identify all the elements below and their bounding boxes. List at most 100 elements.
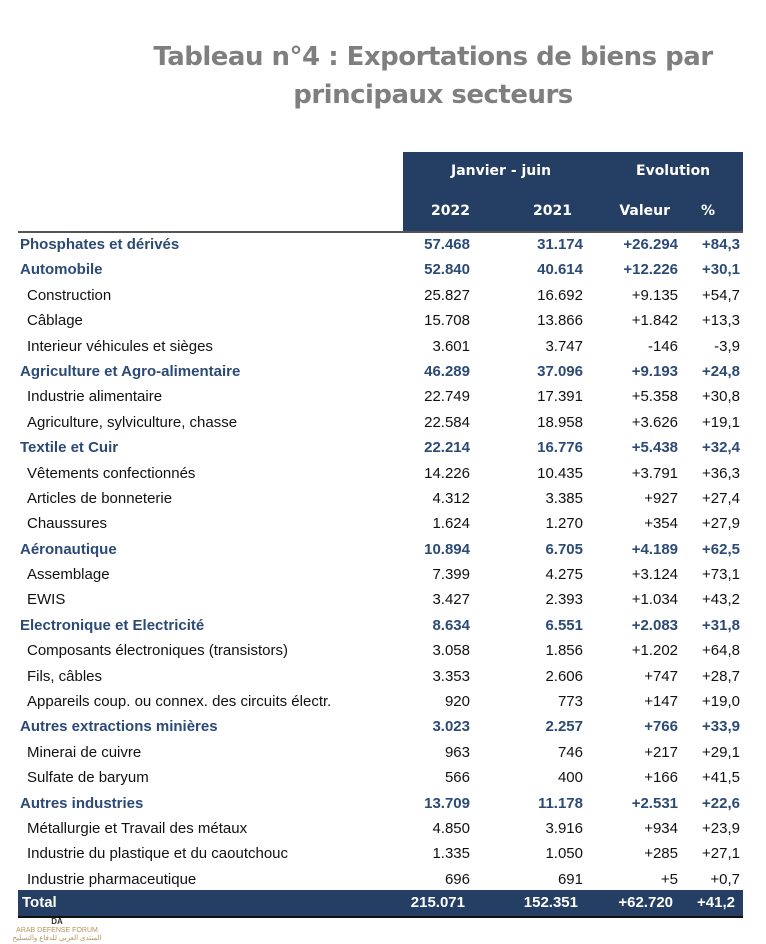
cell-valeur: +2.083 (631, 616, 678, 634)
cell-2022: 22.214 (424, 439, 470, 457)
cell-2021: 16.776 (537, 439, 583, 457)
cell-2021: 1.050 (545, 845, 583, 863)
row-label: Automobile (20, 261, 103, 279)
table-row: Sulfate de baryum 566 400 +166 +41,5 (0, 765, 766, 790)
cell-pct: +36,3 (702, 464, 740, 482)
table-row: Câblage 15.708 13.866 +1.842 +13,3 (0, 308, 766, 333)
cell-2021: 17.391 (537, 388, 583, 406)
category-row: Electronique et Electricité 8.634 6.551 +2.… (0, 613, 766, 638)
row-label: Textile et Cuir (20, 439, 119, 457)
table-row: Articles de bonneterie 4.312 3.385 +927 +27,… (0, 486, 766, 511)
cell-valeur: +26.294 (623, 236, 678, 253)
total-label: Total (22, 894, 57, 911)
cell-2021: 11.178 (537, 794, 583, 812)
cell-2022: 3.601 (432, 337, 470, 355)
cell-valeur: +354 (644, 515, 678, 533)
cell-2021: 691 (557, 870, 583, 888)
cell-2022: 46.289 (424, 362, 470, 380)
cell-2022: 3.353 (432, 667, 470, 685)
watermark-initials: DA (51, 917, 63, 926)
row-label: Chaussures (27, 515, 108, 533)
row-label: Sulfate de baryum (27, 769, 149, 787)
cell-pct: +32,4 (702, 439, 740, 457)
row-label: Interieur véhicules et sièges (27, 337, 213, 355)
table-row: Assemblage 7.399 4.275 +3.124 +73,1 (0, 562, 766, 587)
page-title: Tableau n°4 : Exportations de biens par … (100, 38, 766, 114)
cell-pct: +24,8 (702, 362, 740, 380)
table-row: Agriculture, sylviculture, chasse 22.584 1… (0, 410, 766, 435)
row-label: Appareils coup. ou connex. des circuits … (27, 693, 332, 711)
cell-valeur: +3.124 (631, 566, 678, 584)
cell-2022: 10.894 (424, 540, 470, 558)
cell-2021: 3.916 (545, 819, 583, 837)
header-valeur: Valeur (619, 203, 670, 219)
row-label: Fils, câbles (27, 667, 103, 685)
table-row: Chaussures 1.624 1.270 +354 +27,9 (0, 511, 766, 536)
cell-2021: 6.705 (545, 540, 583, 558)
cell-valeur: +4.189 (631, 540, 678, 558)
title-line-1: Tableau n°4 : Exportations de biens par (153, 42, 713, 72)
total-row: Total 215.071 152.351 +62.720 +41,2 (18, 890, 743, 918)
cell-2021: 1.856 (545, 642, 583, 660)
cell-pct: +30,1 (702, 261, 740, 279)
row-label: Articles de bonneterie (27, 489, 173, 507)
cell-pct: +19,1 (702, 413, 740, 431)
cell-2021: 10.435 (537, 464, 583, 482)
cell-2022: 963 (444, 743, 470, 761)
cell-valeur: +1.034 (631, 591, 678, 609)
cell-2022: 22.584 (424, 413, 470, 431)
cell-valeur: +12.226 (623, 261, 678, 279)
table-row: Industrie du plastique et du caoutchouc 1… (0, 841, 766, 866)
cell-2021: 37.096 (537, 362, 583, 380)
header-2022: 2022 (431, 203, 470, 219)
row-label: Composants électroniques (transistors) (27, 642, 288, 660)
cell-valeur: +147 (644, 693, 678, 711)
cell-pct: +27,1 (702, 845, 740, 863)
category-row: Agriculture et Agro-alimentaire 46.289 37.… (0, 359, 766, 384)
cell-pct: +29,1 (702, 743, 740, 761)
cell-valeur: +1.202 (631, 642, 678, 660)
cell-pct: +31,8 (702, 616, 740, 634)
cell-valeur: +166 (644, 769, 678, 787)
header-evolution: Evolution (636, 163, 711, 179)
cell-pct: +13,3 (702, 312, 740, 330)
row-label: Assemblage (27, 566, 110, 584)
row-label: Minerai de cuivre (27, 743, 142, 761)
row-label: Autres industries (20, 794, 144, 812)
watermark-logo: DA ARAB DEFENSE FORUM المنتدى العربي للد… (2, 917, 112, 944)
row-label: Autres extractions minières (20, 718, 218, 736)
row-label: Industrie alimentaire (27, 388, 163, 406)
category-row: Autres extractions minières 3.023 2.257 +76… (0, 714, 766, 739)
total-pct: +41,2 (697, 894, 735, 911)
cell-pct: +19,0 (702, 693, 740, 711)
cell-2022: 920 (444, 693, 470, 711)
table-header: Janvier - juin Evolution 2022 2021 Valeu… (403, 152, 743, 231)
header-janvier-juin: Janvier - juin (451, 163, 552, 179)
cell-pct: +62,5 (702, 540, 740, 558)
cell-2021: 2.257 (545, 718, 583, 736)
row-label: Industrie du plastique et du caoutchouc (27, 845, 289, 863)
cell-pct: +0,7 (710, 870, 740, 888)
table-row: Minerai de cuivre 963 746 +217 +29,1 (0, 740, 766, 765)
cell-2021: 2.606 (545, 667, 583, 685)
category-row: Aéronautique 10.894 6.705 +4.189 +62,5 (0, 537, 766, 562)
cell-valeur: +927 (644, 489, 678, 507)
cell-valeur: +1.842 (631, 312, 678, 330)
title-line-2: principaux secteurs (293, 80, 573, 110)
cell-2022: 8.634 (432, 616, 470, 634)
cell-pct: +22,6 (702, 794, 740, 812)
table-row: Industrie pharmaceutique 696 691 +5 +0,7 (0, 867, 766, 892)
cell-2021: 3.747 (545, 337, 583, 355)
cell-pct: +73,1 (702, 566, 740, 584)
cell-pct: +33,9 (702, 718, 740, 736)
watermark-name: ARAB DEFENSE FORUM (16, 926, 98, 934)
cell-2021: 2.393 (545, 591, 583, 609)
row-label: Agriculture, sylviculture, chasse (27, 413, 238, 431)
cell-2022: 7.399 (432, 566, 470, 584)
cell-2022: 1.624 (432, 515, 470, 533)
cell-pct: +54,7 (702, 286, 740, 304)
cell-pct: +23,9 (702, 819, 740, 837)
table-row: Industrie alimentaire 22.749 17.391 +5.358 +… (0, 384, 766, 409)
cell-valeur: +285 (644, 845, 678, 863)
cell-valeur: +5 (660, 870, 678, 888)
